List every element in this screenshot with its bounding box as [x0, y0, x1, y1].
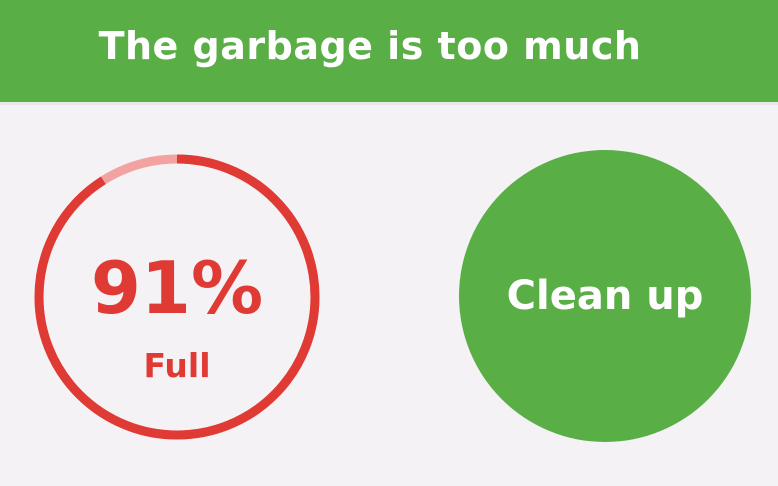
gauge-ring: [34, 154, 320, 440]
gauge-percent: 91%: [90, 246, 264, 330]
clean-up-label: Clean up: [506, 273, 704, 319]
gauge-caption: Full: [143, 346, 211, 385]
storage-gauge: 91%: [32, 152, 322, 442]
header-bar: The garbage is too much: [0, 0, 778, 102]
header-divider: [0, 102, 778, 105]
header-title: The garbage is too much: [98, 24, 642, 68]
gauge-ring-fill: [34, 154, 320, 440]
clean-up-button[interactable]: Clean up: [459, 150, 751, 442]
